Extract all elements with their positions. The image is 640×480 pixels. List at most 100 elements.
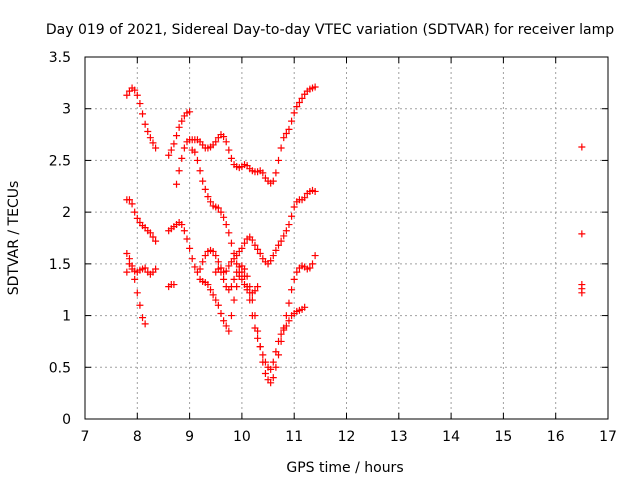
data-point <box>133 289 141 297</box>
data-point <box>285 317 293 325</box>
x-tick-label: 8 <box>133 429 142 445</box>
x-tick-label: 11 <box>285 429 303 445</box>
data-point <box>301 303 309 311</box>
x-tick-label: 12 <box>338 429 356 445</box>
data-point <box>136 301 144 309</box>
x-tick-label: 14 <box>442 429 460 445</box>
y-tick-label: 2 <box>62 205 71 221</box>
data-point <box>201 185 209 193</box>
data-point <box>175 167 183 175</box>
data-point <box>191 263 199 271</box>
data-point <box>225 229 233 237</box>
data-point <box>272 348 280 356</box>
data-point <box>136 100 144 108</box>
data-point <box>230 250 238 258</box>
data-point <box>578 143 586 151</box>
data-point <box>248 236 256 244</box>
data-point <box>241 272 249 280</box>
grid-layer <box>85 57 608 419</box>
data-point <box>295 99 303 107</box>
data-point <box>251 287 259 295</box>
data-point <box>128 200 136 208</box>
data-point <box>180 144 188 152</box>
data-point <box>220 213 228 221</box>
series-arc-low-mid <box>196 268 309 373</box>
data-point <box>227 312 235 320</box>
data-point <box>272 363 280 371</box>
data-point <box>267 257 275 265</box>
data-point <box>139 110 147 118</box>
data-point <box>277 330 285 338</box>
data-point <box>227 154 235 162</box>
data-point <box>217 208 225 216</box>
y-tick-label: 1.5 <box>49 257 71 273</box>
data-point <box>282 322 290 330</box>
data-point <box>199 177 207 185</box>
data-point <box>133 214 141 222</box>
data-point <box>272 169 280 177</box>
data-point <box>191 148 199 156</box>
data-point <box>220 275 228 283</box>
data-point <box>152 265 160 273</box>
data-point <box>199 258 207 266</box>
series-arc-middle <box>123 196 160 245</box>
data-point <box>183 235 191 243</box>
y-tick-label: 1 <box>62 309 71 325</box>
data-point <box>261 358 269 366</box>
x-tick-label: 13 <box>390 429 408 445</box>
data-point <box>272 246 280 254</box>
series-arc-small <box>165 281 178 291</box>
data-point <box>167 146 175 154</box>
data-point <box>217 310 225 318</box>
series-arc-lower-left <box>123 250 160 278</box>
data-point <box>152 144 160 152</box>
data-point <box>238 244 246 252</box>
chart-title: Day 019 of 2021, Sidereal Day-to-day VTE… <box>46 22 614 38</box>
data-point <box>170 140 178 148</box>
data-point <box>225 262 233 270</box>
data-point <box>578 230 586 238</box>
data-point <box>290 109 298 117</box>
data-point <box>175 123 183 131</box>
y-tick-label: 3.5 <box>49 50 71 66</box>
data-point <box>212 138 220 146</box>
data-point <box>277 144 285 152</box>
data-point <box>269 374 277 382</box>
data-point <box>125 260 133 268</box>
data-point <box>222 322 230 330</box>
data-point <box>285 221 293 229</box>
x-tick-label: 9 <box>185 429 194 445</box>
data-point <box>123 268 131 276</box>
data-point <box>165 151 173 159</box>
data-point <box>267 379 275 387</box>
data-point <box>246 296 254 304</box>
data-point <box>285 125 293 133</box>
data-point <box>222 267 230 275</box>
data-point <box>280 232 288 240</box>
data-point <box>196 265 204 273</box>
data-point <box>209 247 217 255</box>
data-point <box>144 127 152 135</box>
data-point <box>178 221 186 229</box>
series-arc-rise <box>165 108 194 159</box>
data-point <box>128 265 136 273</box>
data-point <box>170 281 178 289</box>
data-point <box>173 180 181 188</box>
data-point <box>254 283 262 291</box>
data-point <box>139 314 147 322</box>
data-point <box>256 343 264 351</box>
x-axis-label: GPS time / hours <box>286 460 403 476</box>
data-point <box>217 268 225 276</box>
data-point <box>193 156 201 164</box>
data-point <box>178 117 186 125</box>
data-point <box>293 103 301 111</box>
data-point <box>261 369 269 377</box>
data-point <box>131 208 139 216</box>
data-point <box>204 281 212 289</box>
data-point <box>254 245 262 253</box>
data-point <box>285 299 293 307</box>
data-point <box>241 239 249 247</box>
data-point <box>214 301 222 309</box>
data-point <box>204 193 212 201</box>
data-layer <box>123 83 586 387</box>
